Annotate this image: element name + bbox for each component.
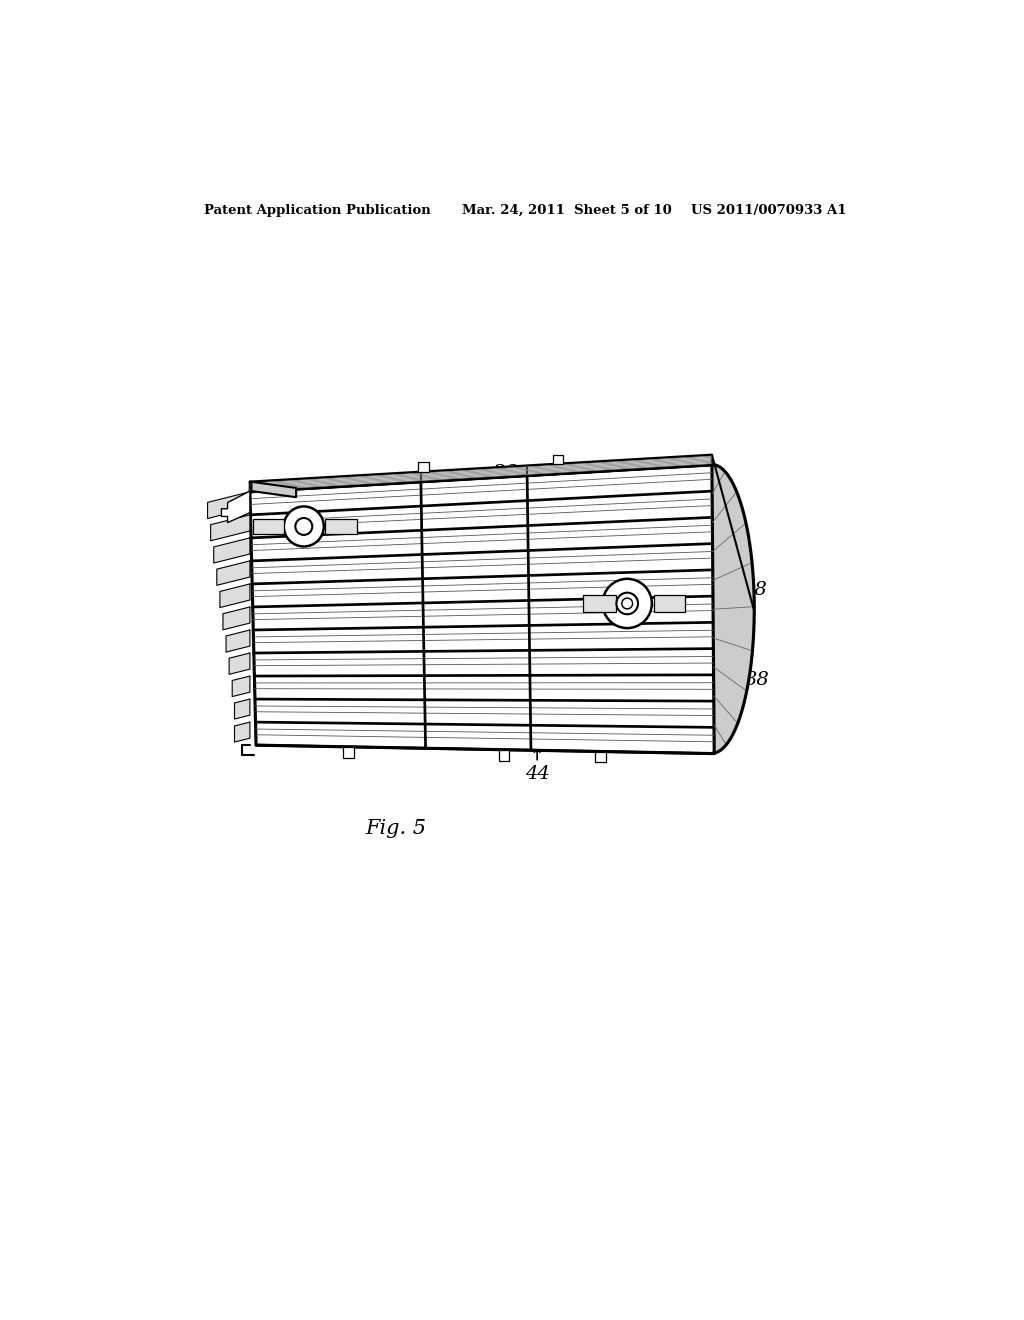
- Bar: [584, 595, 615, 612]
- Bar: [418, 462, 429, 471]
- Polygon shape: [714, 465, 755, 754]
- Polygon shape: [250, 455, 712, 492]
- Text: 36: 36: [480, 463, 517, 504]
- Bar: [499, 750, 509, 760]
- Text: Mar. 24, 2011  Sheet 5 of 10: Mar. 24, 2011 Sheet 5 of 10: [462, 205, 672, 218]
- Text: 40: 40: [353, 484, 378, 535]
- Polygon shape: [214, 537, 250, 564]
- Polygon shape: [229, 653, 250, 675]
- Polygon shape: [223, 607, 250, 630]
- Polygon shape: [220, 583, 250, 607]
- Text: 44: 44: [524, 747, 550, 783]
- Text: Patent Application Publication: Patent Application Publication: [204, 205, 430, 218]
- Bar: [325, 519, 357, 535]
- Polygon shape: [712, 465, 755, 754]
- Bar: [253, 519, 284, 535]
- Bar: [553, 454, 563, 463]
- Circle shape: [616, 593, 638, 614]
- Text: Fig. 5: Fig. 5: [366, 818, 427, 838]
- Polygon shape: [226, 630, 250, 652]
- Polygon shape: [211, 515, 250, 541]
- Text: 38: 38: [723, 672, 770, 692]
- Bar: [595, 751, 605, 762]
- Text: 40: 40: [341, 649, 402, 688]
- Polygon shape: [250, 465, 714, 754]
- Bar: [654, 595, 685, 612]
- Polygon shape: [234, 700, 250, 719]
- Text: 38: 38: [720, 581, 767, 599]
- Bar: [343, 747, 354, 758]
- Polygon shape: [232, 676, 250, 697]
- Circle shape: [622, 598, 633, 609]
- Polygon shape: [208, 492, 250, 519]
- Circle shape: [602, 578, 652, 628]
- Polygon shape: [217, 561, 250, 585]
- Polygon shape: [252, 482, 296, 498]
- Text: US 2011/0070933 A1: US 2011/0070933 A1: [691, 205, 847, 218]
- Polygon shape: [221, 491, 250, 523]
- Circle shape: [284, 507, 324, 546]
- Polygon shape: [234, 722, 250, 742]
- Circle shape: [295, 517, 312, 535]
